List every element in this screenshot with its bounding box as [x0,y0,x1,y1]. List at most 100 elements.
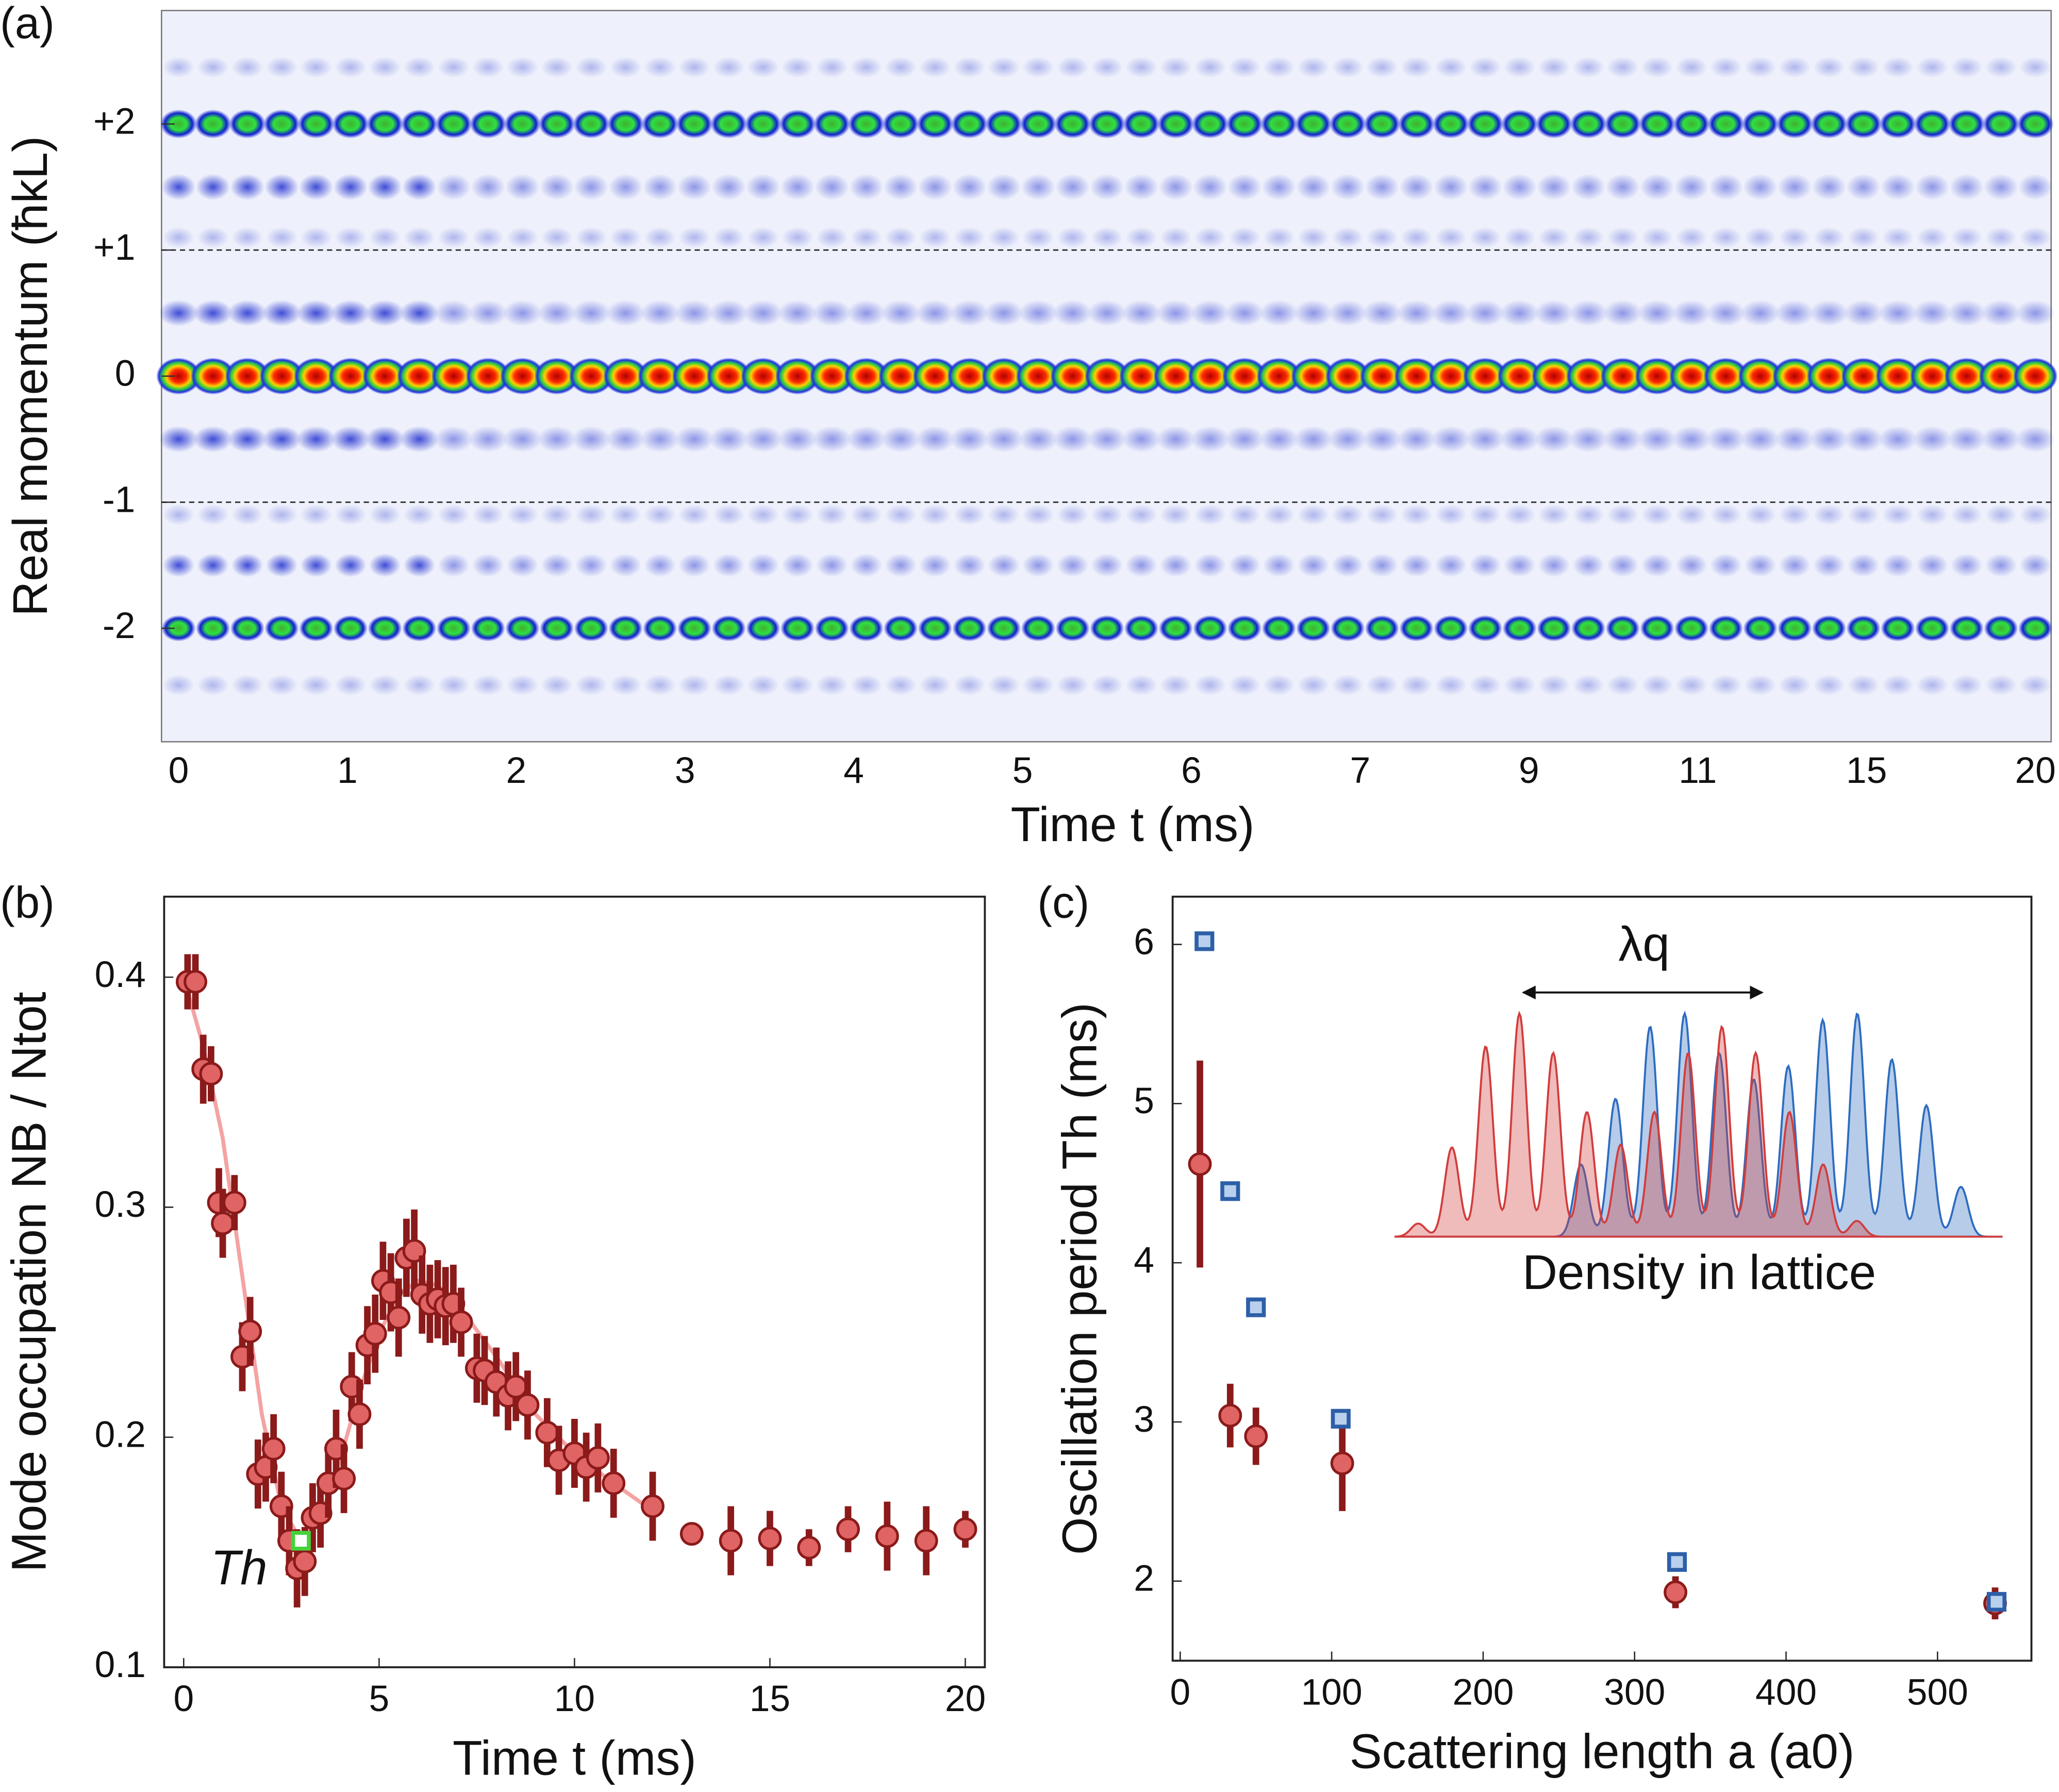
atom-cloud [850,674,882,696]
atom-cloud [644,674,676,696]
atom-cloud [438,674,470,696]
atom-cloud [609,504,642,526]
atom-cloud [1087,426,1127,453]
atom-cloud [573,109,610,139]
x-tick-label: 3 [675,750,695,791]
atom-cloud [534,358,579,395]
atom-cloud [1848,553,1880,577]
atom-cloud [1710,674,1742,696]
atom-cloud [1675,504,1707,526]
atom-cloud [1806,358,1852,395]
atom-cloud [539,174,574,200]
atom-cloud [1951,504,1983,526]
atom-cloud [227,426,268,453]
atom-cloud [472,227,504,248]
atom-cloud [1125,553,1157,577]
atom-cloud [674,300,715,326]
atom-cloud [1124,615,1159,642]
atom-cloud [1331,615,1365,642]
data-point [1667,1552,1687,1572]
atom-cloud [369,674,401,696]
atom-cloud [1022,227,1054,248]
atom-cloud [1635,358,1680,395]
atom-cloud [472,57,504,78]
atom-cloud [190,358,236,395]
atom-cloud [1465,426,1505,453]
atom-cloud [1121,300,1161,326]
atom-cloud [1984,174,2018,200]
atom-cloud [643,174,677,200]
atom-cloud [1156,300,1195,326]
x-tick-label: 9 [1519,750,1539,791]
atom-cloud [362,358,407,395]
atom-cloud [1813,57,1845,78]
atom-cloud [503,300,542,326]
atom-cloud [710,109,748,139]
data-point [1220,1181,1240,1201]
atom-cloud [575,553,607,577]
atom-cloud [640,426,680,453]
x-tick-label: 0 [1170,1671,1190,1713]
atom-cloud [1710,504,1742,526]
atom-cloud [1397,426,1436,453]
x-tick-label: 15 [750,1678,790,1719]
atom-cloud [782,227,813,248]
atom-cloud [782,553,813,577]
atom-cloud [366,109,404,139]
atom-cloud [746,615,781,642]
atom-cloud [747,504,779,526]
atom-cloud [1703,358,1749,395]
atom-cloud [1160,227,1192,248]
y-tick-label: -1 [103,479,135,520]
atom-cloud [1844,426,1883,453]
y-tick-label: +1 [93,227,135,268]
atom-cloud [2019,227,2051,248]
atom-cloud [1779,553,1811,577]
atom-cloud [1022,504,1054,526]
atom-cloud [197,553,229,577]
atom-cloud [1297,57,1330,78]
atom-cloud [846,300,886,326]
atom-cloud [1188,358,1233,395]
atom-cloud [1053,300,1092,326]
atom-cloud [644,553,676,577]
atom-cloud [1982,109,2020,139]
atom-cloud [1502,615,1537,642]
atom-cloud [333,174,368,200]
atom-cloud [1228,674,1260,696]
atom-cloud [1566,358,1611,395]
atom-cloud [952,615,987,642]
atom-cloud [1738,358,1783,395]
y-tick-label: 0 [115,353,136,394]
data-point [914,1529,938,1553]
atom-cloud [1125,227,1157,248]
x-tick-label: 1 [337,750,358,791]
atom-cloud [335,227,367,248]
atom-cloud [538,109,575,139]
atom-cloud [265,227,298,248]
atom-cloud [1914,109,1951,139]
atom-cloud [1744,227,1776,248]
atom-cloud [403,553,435,577]
atom-cloud [1744,504,1776,526]
atom-cloud [296,426,336,453]
atom-cloud [365,300,405,326]
atom-cloud [196,174,230,200]
atom-cloud [1018,300,1058,326]
atom-cloud [988,57,1020,78]
atom-cloud [1359,358,1405,395]
atom-cloud [1500,300,1539,326]
atom-cloud [1091,227,1123,248]
atom-cloud [1637,300,1677,326]
atom-cloud [1158,615,1193,642]
atom-cloud [1293,300,1333,326]
atom-cloud [747,57,779,78]
atom-cloud [812,300,852,326]
atom-cloud [1397,300,1436,326]
atom-cloud [713,227,745,248]
atom-cloud [1465,300,1505,326]
atom-cloud [985,109,1022,139]
atom-cloud [1123,109,1160,139]
atom-cloud [161,174,196,200]
atom-cloud [2019,57,2051,78]
